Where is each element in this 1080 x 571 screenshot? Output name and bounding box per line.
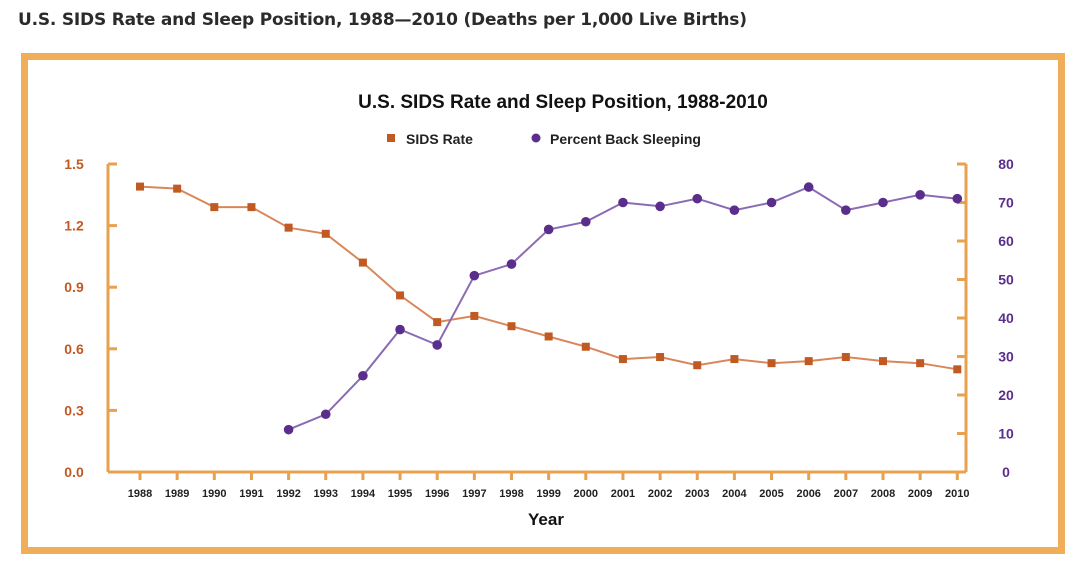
chart: U.S. SIDS Rate and Sleep Position, 1988-… [64, 92, 1014, 529]
chart-title: U.S. SIDS Rate and Sleep Position, 1988-… [358, 92, 768, 113]
right-tick-label: 0 [1002, 464, 1010, 480]
left-tick-label: 0.0 [64, 464, 84, 480]
x-tick-label: 1995 [388, 488, 412, 500]
back-sleeping-point [692, 193, 703, 204]
sids-rate-point [173, 184, 182, 193]
sids-rate-point [693, 361, 702, 370]
legend-back-sleeping-marker [531, 133, 541, 143]
sids-rate-point [730, 355, 739, 364]
chart-frame: U.S. SIDS Rate and Sleep Position, 1988-… [21, 53, 1065, 554]
x-tick-label: 1990 [202, 488, 226, 500]
back-sleeping-point [543, 224, 554, 235]
right-tick-label: 40 [998, 310, 1014, 326]
x-tick-label: 1989 [165, 488, 189, 500]
sids-rate-point [618, 355, 627, 364]
axes [106, 164, 968, 474]
left-tick-label: 1.2 [64, 218, 84, 234]
back-sleeping-point [358, 370, 368, 381]
x-tick-label: 2007 [834, 488, 858, 500]
sids-rate-point [916, 359, 925, 368]
right-tick-label: 30 [998, 349, 1014, 365]
sids-rate-point [953, 365, 962, 374]
legend-sids-rate-label: SIDS Rate [406, 131, 473, 147]
x-tick-label: 1998 [499, 488, 523, 500]
sids-rate-point [804, 357, 813, 366]
back-sleeping-point [766, 197, 777, 208]
legend-back-sleeping-label: Percent Back Sleeping [550, 131, 701, 147]
series-points [136, 182, 963, 435]
x-tick-label: 1997 [462, 488, 486, 500]
sids-rate-point [581, 342, 590, 351]
x-tick-label: 1992 [276, 488, 300, 500]
x-tick-label: 2010 [945, 488, 969, 500]
right-axis-ticks: 0 10 20 30 40 50 60 70 80 [957, 156, 1014, 480]
back-sleeping-point [581, 216, 591, 227]
legend: SIDS Rate Percent Back Sleeping [387, 131, 701, 147]
back-sleeping-point [729, 205, 740, 215]
page-heading: U.S. SIDS Rate and Sleep Position, 1988—… [18, 10, 747, 30]
x-axis-title: Year [528, 510, 564, 529]
left-tick-label: 0.9 [64, 279, 84, 295]
x-tick-label: 1993 [314, 488, 338, 500]
sids-rate-point [284, 223, 293, 232]
x-tick-label: 2008 [871, 488, 895, 500]
x-tick-label: 2005 [759, 488, 783, 500]
back-sleeping-point [395, 324, 405, 335]
left-tick-label: 1.5 [64, 156, 84, 172]
x-axis-ticks: 1988 1989 1990 1991 1992 1993 1994 1995 1996 1997… [128, 472, 970, 500]
sids-rate-point [396, 291, 405, 300]
x-tick-label: 2004 [722, 488, 747, 500]
back-sleeping-point [618, 197, 628, 208]
back-sleeping-point [803, 182, 814, 192]
right-tick-label: 70 [998, 195, 1014, 211]
back-sleeping-point [320, 409, 331, 420]
sids-rate-point [247, 203, 256, 212]
back-sleeping-point [469, 270, 480, 281]
back-sleeping-point [952, 193, 963, 204]
sids-rate-point [507, 322, 516, 331]
x-tick-label: 2001 [611, 488, 635, 500]
x-tick-label: 1988 [128, 488, 152, 500]
sids-rate-line [139, 185, 958, 371]
x-tick-label: 2003 [685, 488, 709, 500]
sids-rate-point [433, 318, 442, 327]
back-sleeping-line [288, 185, 958, 431]
sids-rate-point [358, 258, 367, 267]
sids-rate-point [841, 353, 850, 362]
back-sleeping-point [915, 190, 925, 200]
sids-rate-point [210, 203, 219, 212]
x-tick-label: 1999 [536, 488, 560, 500]
right-tick-label: 50 [998, 272, 1014, 288]
right-tick-label: 80 [998, 156, 1014, 172]
back-sleeping-point [432, 340, 443, 350]
series-lines [139, 185, 958, 431]
right-tick-label: 60 [998, 233, 1014, 249]
x-tick-label: 1994 [351, 488, 376, 500]
back-sleeping-point [655, 201, 665, 212]
x-tick-label: 1991 [239, 488, 263, 500]
back-sleeping-point [506, 259, 517, 269]
x-tick-label: 2006 [796, 488, 820, 500]
sids-rate-point [321, 229, 330, 238]
sids-rate-point [544, 332, 553, 341]
x-tick-label: 2000 [574, 488, 598, 500]
sids-rate-point [656, 353, 665, 362]
x-tick-label: 1996 [425, 488, 449, 500]
right-tick-label: 20 [998, 387, 1014, 403]
x-tick-label: 2002 [648, 488, 672, 500]
sids-rate-point [879, 357, 887, 366]
legend-sids-rate-marker [387, 134, 395, 142]
left-axis-ticks: 0.0 0.3 0.6 0.9 1.2 1.5 [64, 156, 117, 480]
sids-rate-point [470, 311, 479, 320]
back-sleeping-point [283, 424, 294, 435]
back-sleeping-point [878, 197, 888, 208]
x-tick-label: 2009 [908, 488, 932, 500]
left-tick-label: 0.6 [64, 341, 84, 357]
right-tick-label: 10 [998, 426, 1014, 442]
sids-rate-point [136, 182, 144, 191]
left-tick-label: 0.3 [64, 402, 84, 418]
sids-rate-point [767, 359, 776, 368]
back-sleeping-point [841, 205, 851, 215]
